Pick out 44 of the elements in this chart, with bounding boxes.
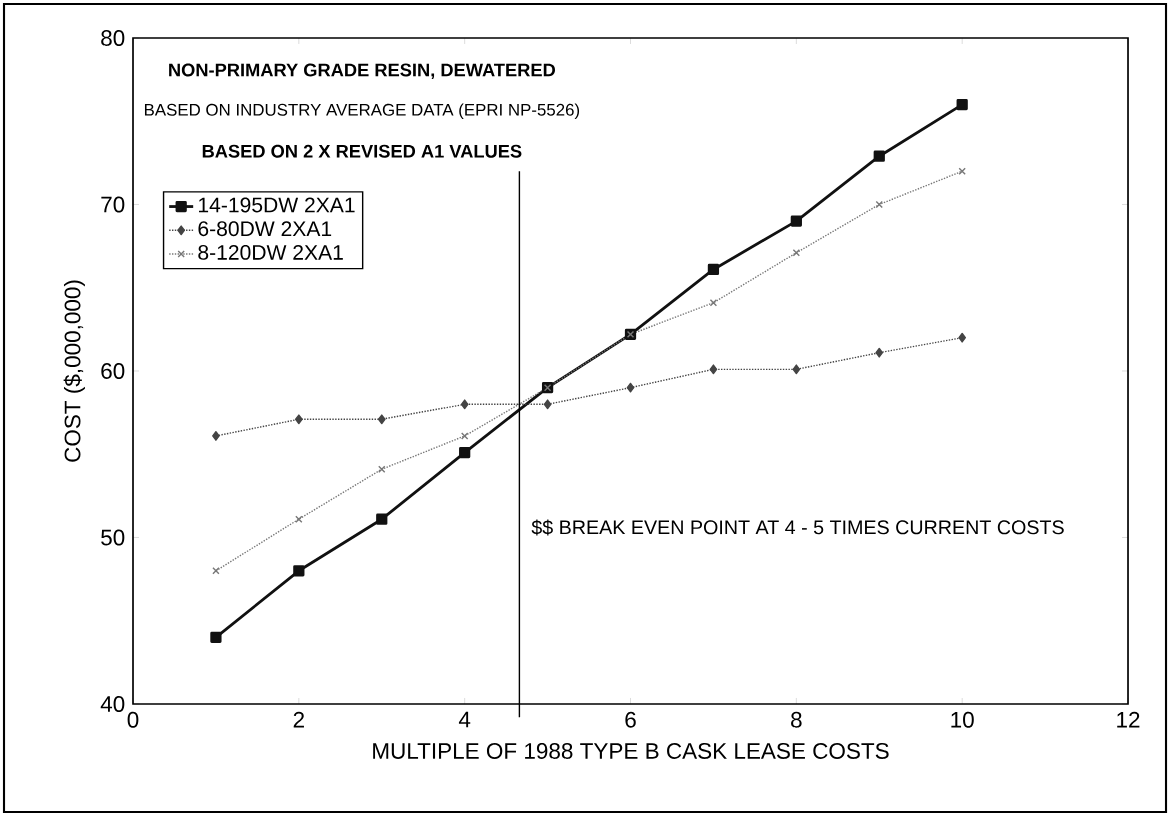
point: [873, 150, 885, 162]
text: BASED ON INDUSTRY AVERAGE DATA (EPRI NP-5526): [144, 103, 580, 120]
point: [875, 200, 883, 209]
text: NON-PRIMARY GRADE RESIN, DEWATERED: [169, 63, 556, 80]
point: [792, 249, 801, 257]
point: [956, 98, 968, 111]
point: [460, 432, 469, 440]
annotation: BASED ON 2 X REVISED A1 VALUES: [202, 144, 522, 158]
y-tick-label: 40: [100, 696, 125, 712]
y-tick-label: 50: [101, 529, 125, 546]
x-tick-label: 10: [951, 711, 974, 728]
y-tick-label: 60: [101, 363, 125, 379]
legend-label: 6-80DW 2XA1: [198, 221, 332, 237]
legend-label: 14-195DW 2XA1: [199, 197, 355, 213]
point: [543, 399, 552, 410]
point: [709, 299, 718, 307]
point: [293, 565, 305, 577]
point: [460, 399, 469, 410]
point: [709, 364, 718, 375]
point: [212, 567, 220, 575]
point: [875, 347, 884, 358]
point: [958, 332, 967, 343]
point: [792, 364, 801, 375]
y-tick-label: 70: [101, 196, 125, 213]
x-tick-label: 4: [458, 711, 471, 728]
ref-line-label: $$ BREAK EVEN POINT AT 4 - 5 TIMES CURRENT COSTS: [531, 519, 1064, 536]
point: [459, 446, 471, 459]
point: [377, 414, 386, 425]
legend-label: 8-120DW 2XA1: [198, 244, 343, 260]
point: [294, 414, 303, 425]
x-tick-label: 2: [293, 711, 304, 728]
point: [707, 263, 720, 276]
x-tick-label: 0: [127, 711, 139, 728]
y-axis-title: COST ($,000,000): [63, 280, 85, 462]
point: [212, 431, 220, 441]
y-tick-label: 80: [101, 30, 125, 46]
x-axis-title: MULTIPLE OF 1988 TYPE B CASK LEASE COSTS: [373, 742, 889, 759]
point: [210, 631, 222, 644]
point: [626, 382, 635, 393]
x-tick-label: 12: [1117, 711, 1140, 728]
x-tick-label: 6: [625, 711, 636, 728]
point: [790, 215, 802, 227]
point: [376, 513, 388, 525]
x-tick-label: 8: [791, 711, 802, 728]
